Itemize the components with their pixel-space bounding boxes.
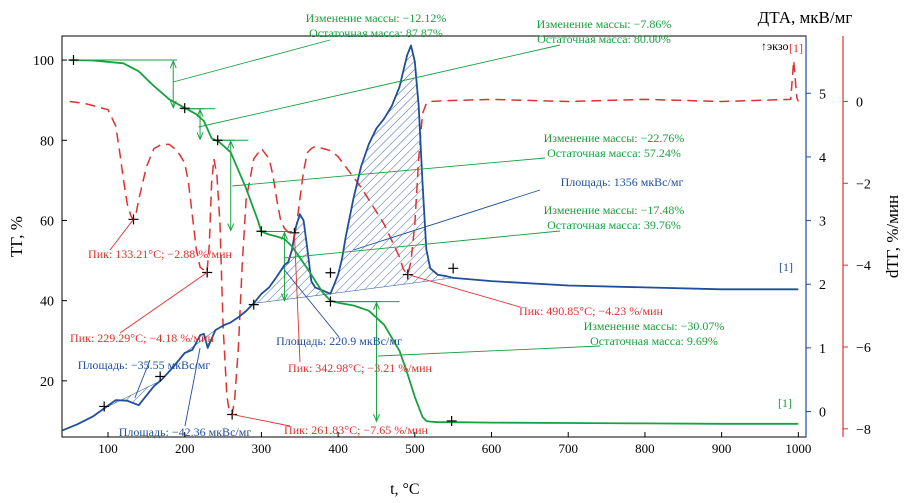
dta-tick-label: 2 xyxy=(819,278,826,293)
exo-label: ↑экзо xyxy=(761,39,789,53)
dtg-tick-label: −6 xyxy=(856,341,871,356)
tg-marker xyxy=(256,226,267,237)
tg-tick-label: 60 xyxy=(40,214,54,229)
dtg-tick-label: −8 xyxy=(856,423,871,438)
x-tick-label: 400 xyxy=(328,441,348,456)
dtg-curve-tag: [1] xyxy=(789,41,803,55)
mass-step-arrowhead-up xyxy=(169,59,177,69)
area-label: Площадь: 220.9 мкВс/мг xyxy=(276,334,402,348)
tg-curve xyxy=(69,59,799,425)
tg-marker xyxy=(179,103,190,114)
area-leader xyxy=(353,189,541,251)
x-tick-label: 800 xyxy=(635,441,655,456)
x-tick-label: 300 xyxy=(252,441,272,456)
tg-marker xyxy=(446,415,457,426)
mass-step-label: Изменение массы: −12.12% xyxy=(306,11,447,25)
peak-label: Пик: 261.83°C; −7.65 %/мин xyxy=(284,423,429,437)
mass-step-label: Изменение массы: −7.86% xyxy=(537,17,672,31)
peak-label: Пик: 490.85°C; −4.23 %/мин xyxy=(519,304,664,318)
peak-leader xyxy=(293,232,301,363)
dta-axis-label: ДТА, мкВ/мг xyxy=(758,8,853,27)
area-label: Площадь: −35.55 мкВс/мг xyxy=(78,358,211,372)
mass-step-label: Остаточная масса: 80.00% xyxy=(537,32,671,46)
dtg-tick-label: −2 xyxy=(856,177,871,192)
mass-step-arrowhead-up xyxy=(280,231,288,240)
mass-step-arrowhead-up xyxy=(227,139,235,149)
dtg-tick-label: −4 xyxy=(856,259,871,274)
area-leader xyxy=(134,359,151,399)
mass-step-label: Остаточная масса: 39.76% xyxy=(547,218,681,232)
peak-leader xyxy=(407,274,521,308)
dta-curve-tag: [1] xyxy=(779,260,793,274)
area-label: Площадь: 1356 мкВс/мг xyxy=(561,175,684,189)
x-tick-label: 600 xyxy=(482,441,502,456)
dta-tick-label: 1 xyxy=(819,342,826,357)
mass-step-label: Изменение массы: −22.76% xyxy=(544,131,685,145)
mass-step-label: Изменение массы: −30.07% xyxy=(584,319,725,333)
dta-marker xyxy=(99,401,110,412)
tg-marker xyxy=(212,135,223,146)
mass-step-label: Остаточная масса: 57.24% xyxy=(547,146,681,160)
mass-step-label: Остаточная масса: 9.69% xyxy=(590,334,718,348)
tg-tick-label: 100 xyxy=(33,54,54,69)
peak-label: Пик: 229.29°C; −4.18 %/мин xyxy=(70,331,215,345)
dta-area-1-hatch xyxy=(104,380,161,409)
peak-leader xyxy=(232,414,291,427)
dtg-curve xyxy=(69,59,800,416)
tg-curve-tag: [1] xyxy=(778,396,792,410)
mass-step-arrowhead-down xyxy=(280,293,288,302)
dta-curve xyxy=(61,44,799,432)
mass-step-arrowhead-down xyxy=(196,132,204,141)
dtg-axis-label: dТГ, %/мин xyxy=(883,195,902,278)
tg-tick-label: 40 xyxy=(40,295,54,310)
mass-step-leader xyxy=(232,157,546,187)
dta-marker xyxy=(325,267,336,278)
x-tick-label: 1000 xyxy=(785,441,811,456)
dtg-marker xyxy=(128,214,139,225)
mass-step-arrowhead-down xyxy=(373,414,380,423)
peak-leader xyxy=(109,219,134,251)
tg-tick-label: 20 xyxy=(40,375,54,390)
tg-tick-label: 80 xyxy=(40,134,54,149)
tg-marker xyxy=(325,296,336,307)
dta-marker xyxy=(248,299,259,310)
mass-step-arrowhead-down xyxy=(227,223,235,232)
dta-tick-label: 5 xyxy=(819,87,826,102)
mass-step-label: Изменение массы: −17.48% xyxy=(544,203,685,217)
mass-step-label: Остаточная масса: 87.87% xyxy=(309,26,443,40)
dta-tick-label: 4 xyxy=(819,151,826,166)
mass-step-arrowhead-up xyxy=(196,108,204,117)
dta-tick-label: 0 xyxy=(819,406,826,421)
dta-tick-label: 3 xyxy=(819,215,826,230)
mass-step-arrowhead-up xyxy=(373,301,380,310)
mass-step-leader xyxy=(284,230,561,259)
x-axis-label: t, °C xyxy=(390,481,420,498)
peak-leader xyxy=(119,272,208,334)
area-label: Площадь: −42.36 мкВс/мг xyxy=(119,425,252,439)
tg-marker xyxy=(68,55,79,66)
dta-marker xyxy=(448,263,459,274)
mass-step-leader xyxy=(198,44,561,128)
x-tick-label: 700 xyxy=(558,441,578,456)
mass-step-leader xyxy=(173,39,331,83)
dtg-tick-label: 0 xyxy=(856,95,863,110)
area-leader xyxy=(184,347,201,427)
area-leader xyxy=(284,269,340,338)
x-tick-label: 900 xyxy=(712,441,732,456)
dta-marker xyxy=(155,371,166,382)
peak-label: Пик: 133.21°C; −2.88 %/мин xyxy=(88,247,233,261)
tg-axis-label: ТГ, % xyxy=(7,216,26,257)
mass-step-leader xyxy=(377,345,601,357)
x-tick-label: 100 xyxy=(98,441,118,456)
x-tick-label: 500 xyxy=(405,441,425,456)
peak-label: Пик: 342.98°C; −3.21 %/мин xyxy=(288,361,433,375)
x-tick-label: 200 xyxy=(175,441,195,456)
